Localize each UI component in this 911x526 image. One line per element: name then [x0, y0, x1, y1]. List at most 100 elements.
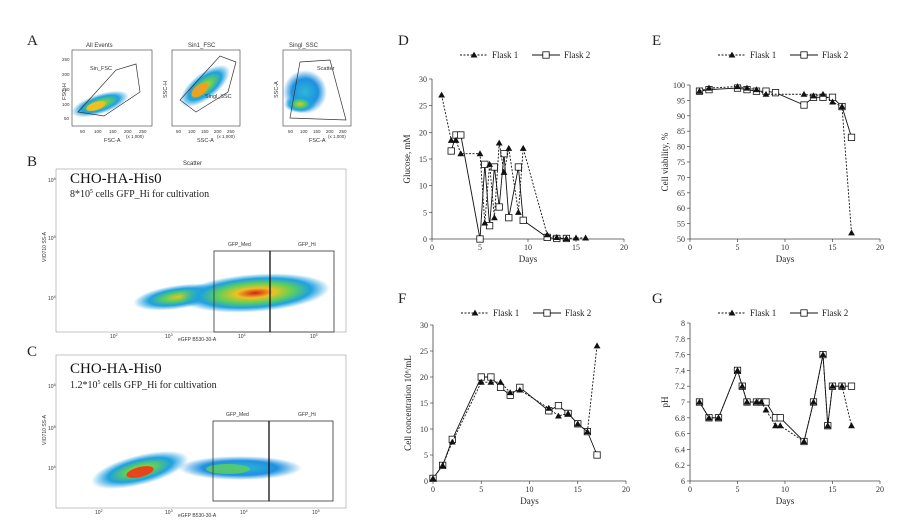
chart-d-data-point	[491, 214, 498, 221]
panel-a-plot-2-xticks: 50 100 150 200 250	[176, 129, 235, 134]
chart-d-y-tick-label: 5	[423, 208, 427, 217]
panel-a-plot-2-xlabel: SSC-A	[197, 138, 214, 144]
panel-a-plot-2-xtick: 250	[227, 129, 235, 134]
chart-e-data-point	[810, 92, 817, 99]
chart-e-y-tick-label: 95	[677, 96, 685, 105]
chart-e-x-tick-label: 5	[736, 243, 740, 252]
chart-f-y-tick-label: 15	[420, 399, 428, 408]
panel-b-subtitle: 8*105 cells GFP_Hi for cultivation	[70, 189, 209, 200]
panel-c-ytick: 105	[48, 425, 56, 432]
chart-e-data-point	[734, 83, 741, 90]
chart-g-data-point	[715, 414, 722, 421]
chart-f-series-line	[432, 376, 598, 479]
panel-a-plot-1-xtick: 250	[139, 129, 147, 134]
panel-a-plot-1-unit: (x 1,000)	[126, 134, 144, 139]
panel-b-ytick: 106	[48, 177, 56, 184]
chart-g-y-tick-label: 6.2	[675, 461, 685, 470]
chart-e-legend-marker	[800, 51, 808, 59]
chart-g-y-tick-label: 7.6	[675, 351, 685, 360]
chart-d-y-axis-label: Glucose, mM	[402, 135, 412, 184]
panel-b-title: Scatter	[183, 161, 202, 167]
panel-a-plot-3-unit: (x 1,000)	[328, 134, 346, 139]
chart-f-x-tick-label: 5	[479, 485, 483, 494]
chart-d-data-point	[476, 150, 484, 157]
chart-g-data-point	[757, 398, 765, 405]
chart-g-data-point	[848, 422, 855, 429]
chart-g-data-point	[734, 367, 741, 373]
panel-c: C GFP_Med GFP_Hi CHO-HA-His0 1.2*105 cel…	[27, 344, 347, 519]
chart-e-data-point	[819, 90, 827, 97]
panel-b-xtick: 103	[165, 333, 173, 340]
panel-a-plot-2-gate	[179, 55, 237, 113]
panel-b-label: B	[27, 154, 37, 170]
chart-d-data-point	[495, 139, 503, 146]
chart-g-y-tick-label: 6	[681, 477, 685, 486]
chart-d-data-point	[500, 168, 508, 175]
chart-e: E 0 5 10 15 20 50 55 60 65 70 75 80 85 90 95 100 Days Cell…	[652, 33, 884, 264]
chart-f-y-tick-label: 20	[420, 373, 428, 382]
chart-g-legend-marker	[728, 309, 736, 316]
chart-g: G 0 5 10 15 20 6 6.2 6.4 6.6 6.8 7 7.2 7.4 7.6 7.8 8 Days…	[652, 291, 884, 506]
chart-f-legend-label: Flask 1	[493, 308, 519, 318]
panel-a-plot-1-yticks: 50 100 150 200 250	[62, 57, 70, 121]
chart-e-x-tick-label: 10	[781, 243, 789, 252]
chart-g-data-point	[705, 414, 713, 421]
panel-a-plot-2-core	[191, 82, 209, 98]
panel-c-label: C	[27, 344, 37, 360]
chart-e-data-point	[829, 98, 836, 105]
chart-g-data-point	[738, 382, 746, 389]
chart-g-x-tick-label: 15	[829, 485, 837, 494]
chart-e-series-line	[699, 86, 852, 233]
panel-b-subtitle-main: 8*10	[70, 189, 90, 200]
panel-a-plot-1-ytick: 50	[64, 116, 70, 121]
chart-d-data-point	[447, 136, 455, 143]
panel-b-ytick: 105	[48, 235, 56, 242]
chart-d-data-point	[505, 144, 513, 151]
panel-b-xtick: 102	[110, 333, 118, 340]
panel-b-xtick: 104	[238, 333, 246, 340]
panel-c-density-core	[126, 466, 154, 478]
panel-a-plot-3-xtick: 50	[288, 129, 294, 134]
chart-f-data-point	[574, 420, 582, 427]
panel-a-plot-1-xtick: 100	[94, 129, 102, 134]
chart-e-y-tick-label: 80	[677, 143, 685, 152]
chart-f-y-axis-label: Cell concentration 10⁶/mL	[403, 355, 413, 451]
chart-e-y-tick-label: 85	[677, 127, 685, 136]
chart-d-data-point	[485, 222, 494, 230]
chart-e-legend-label: Flask 2	[822, 50, 848, 60]
chart-f-data-point	[439, 462, 447, 468]
chart-d-data-point	[505, 214, 513, 222]
chart-f-data-point	[497, 378, 504, 385]
panel-a-plot-3: Singl_SSC Scatter SSC-A FSC-A (x 1,000) …	[274, 43, 352, 144]
chart-e-x-axis-label: Days	[776, 254, 795, 264]
chart-d-x-tick-label: 5	[478, 243, 482, 252]
chart-e-data-point	[762, 90, 770, 97]
chart-f-data-point	[564, 410, 572, 416]
chart-f-x-tick-label: 0	[431, 485, 435, 494]
panel-b-ylabel: VIO710 SS-A	[42, 231, 48, 262]
chart-f-data-point	[506, 389, 514, 396]
chart-g-data-point	[772, 422, 779, 429]
panel-a-plot-3-xticks: 50 100 150 200 250	[288, 129, 347, 134]
chart-e-y-tick-label: 70	[677, 173, 685, 182]
chart-e-y-tick-label: 100	[673, 81, 685, 90]
chart-d-x-tick-label: 15	[572, 243, 580, 252]
chart-d-legend-label: Flask 2	[564, 50, 590, 60]
chart-g-data-point	[819, 351, 827, 358]
panel-a-plot-1-ytick: 100	[62, 102, 70, 107]
chart-g-legend-marker	[800, 309, 808, 317]
chart-g-data-point	[743, 398, 751, 405]
panel-a-plot-2: Sin1_FSC Singl_SSC SSC-H SSC-A (x 1,000)…	[163, 43, 241, 144]
chart-e-data-point	[838, 103, 846, 110]
chart-g-panel-label: G	[652, 291, 663, 307]
panel-c-subtitle-rest: cells GFP_Hi for cultivation	[101, 380, 217, 391]
chart-f-data-point	[487, 378, 495, 385]
panel-c-xtick: 103	[165, 509, 173, 516]
chart-f-data-point	[584, 428, 591, 435]
chart-d-data-point	[514, 163, 523, 171]
chart-d-data-point	[515, 208, 522, 215]
chart-f-legend-label: Flask 2	[565, 308, 591, 318]
chart-d-legend-marker	[470, 51, 478, 58]
panel-a-plot-2-title: Sin1_FSC	[188, 43, 216, 49]
panel-a-plot-3-gate-label: Scatter	[317, 66, 335, 72]
